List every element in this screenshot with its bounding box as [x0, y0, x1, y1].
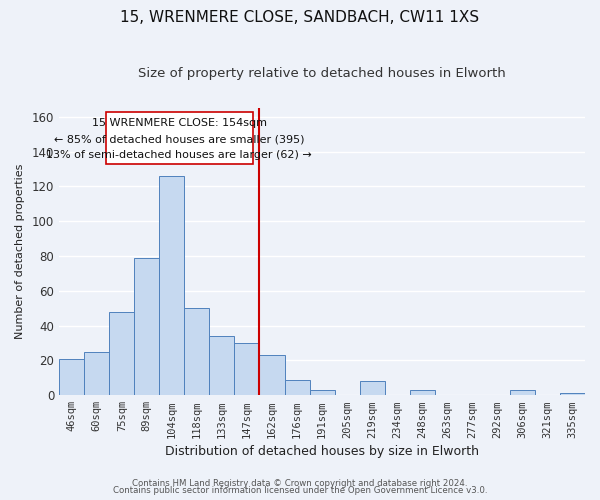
Bar — [59, 358, 84, 395]
Text: 15, WRENMERE CLOSE, SANDBACH, CW11 1XS: 15, WRENMERE CLOSE, SANDBACH, CW11 1XS — [121, 10, 479, 25]
Text: Contains HM Land Registry data © Crown copyright and database right 2024.: Contains HM Land Registry data © Crown c… — [132, 478, 468, 488]
Bar — [235, 343, 259, 395]
Text: Contains public sector information licensed under the Open Government Licence v3: Contains public sector information licen… — [113, 486, 487, 495]
X-axis label: Distribution of detached houses by size in Elworth: Distribution of detached houses by size … — [165, 444, 479, 458]
Text: 15 WRENMERE CLOSE: 154sqm: 15 WRENMERE CLOSE: 154sqm — [92, 118, 267, 128]
Text: 13% of semi-detached houses are larger (62) →: 13% of semi-detached houses are larger (… — [46, 150, 312, 160]
Bar — [84, 352, 109, 395]
Bar — [160, 176, 184, 395]
FancyBboxPatch shape — [106, 112, 253, 164]
Bar — [109, 312, 134, 395]
Bar — [510, 390, 535, 395]
Bar — [134, 258, 160, 395]
Bar — [284, 380, 310, 395]
Y-axis label: Number of detached properties: Number of detached properties — [15, 164, 25, 340]
Text: ← 85% of detached houses are smaller (395): ← 85% of detached houses are smaller (39… — [54, 134, 305, 144]
Bar — [259, 355, 284, 395]
Bar — [359, 382, 385, 395]
Bar — [184, 308, 209, 395]
Bar — [310, 390, 335, 395]
Title: Size of property relative to detached houses in Elworth: Size of property relative to detached ho… — [138, 68, 506, 80]
Bar — [560, 394, 585, 395]
Bar — [209, 336, 235, 395]
Bar — [410, 390, 435, 395]
